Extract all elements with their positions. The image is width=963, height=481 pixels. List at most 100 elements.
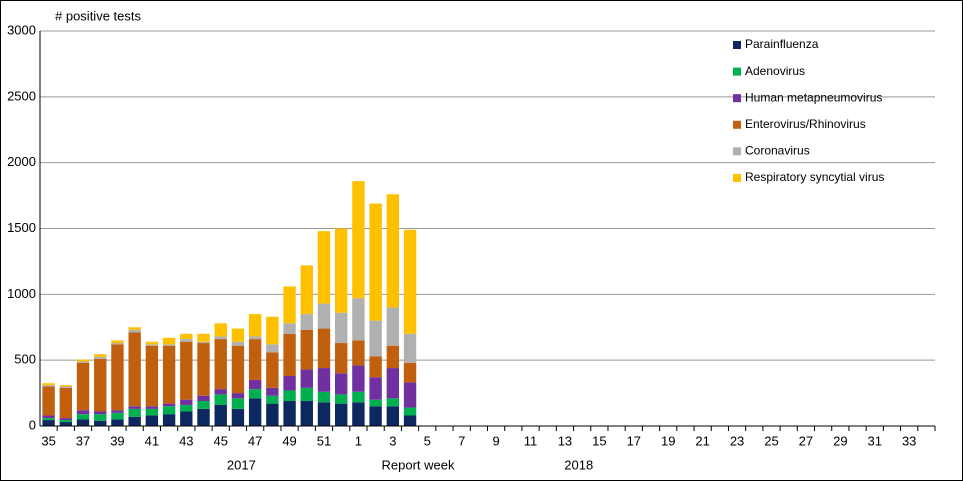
x-tick-label: 31 [868,433,882,448]
bar-segment [352,365,365,392]
bar-segment [214,339,227,390]
bar-segment [145,345,159,407]
bar-segment [317,391,331,403]
bar-segment [145,415,159,426]
bar-segment [42,420,55,426]
legend-swatch [733,147,741,156]
bar-segment [214,394,227,405]
year-label: 2017 [227,457,256,472]
y-axis-title: # positive tests [55,8,141,23]
x-tick-label: 19 [661,433,675,448]
bar-segment [352,298,365,341]
x-tick-label: 7 [458,433,465,448]
bar-segment [197,343,210,396]
bar-segment [386,398,400,407]
bar-segment [403,333,417,363]
bar-segment [94,414,107,421]
bar-segment [94,411,107,415]
bar-segment [76,419,90,426]
bar-segment [180,404,193,412]
x-tick-label: 3 [389,433,396,448]
bar-segment [94,358,107,412]
bar-segment [283,400,296,426]
x-tick-label: 5 [424,433,431,448]
x-tick-label: 17 [627,433,641,448]
y-tick-label: 0 [29,417,36,432]
x-tick-label: 43 [179,433,193,448]
x-tick-label: 15 [592,433,606,448]
bar-segment [94,420,107,426]
legend-swatch [733,94,741,103]
legend-label: Respiratory syncytial virus [745,170,884,184]
bar-segment [369,356,382,378]
bar-segment [369,377,382,400]
bar-segment [197,341,210,344]
bar-segment [283,333,296,376]
bar-segment [59,386,73,388]
bar-segment [180,339,193,342]
bar-segment [162,345,176,404]
bar-segment [128,416,141,426]
bar-segment [94,356,107,359]
y-tick-label: 2500 [7,88,36,103]
bar-segment [386,194,400,308]
bar-segment [403,229,417,334]
x-tick-label: 27 [799,433,813,448]
bar-segment [283,286,296,324]
bar-segment [266,387,279,396]
bar-segment [162,414,176,426]
bar-segment [162,337,176,345]
bar-segment [145,408,159,416]
bar-segment [403,415,417,426]
bar-segment [300,369,313,388]
bar-segment [111,412,124,420]
legend: Parainfluenza Adenovirus Human metapneumov… [733,37,884,184]
bar-segment [403,362,417,383]
bar-segment [145,344,159,346]
legend-label: Coronavirus [745,144,810,158]
x-tick-label: 11 [524,433,538,448]
bar-segment [42,418,55,421]
bar-segment [162,403,176,407]
legend-swatch [733,120,741,129]
bar-segment [403,407,417,416]
legend-label: Enterovirus/Rhinovirus [745,117,866,131]
bar-segment [335,373,348,395]
bar-segment [111,344,124,411]
x-axis-title: Report week [382,457,455,472]
x-tick-label: 23 [730,433,744,448]
legend-swatch [733,67,741,76]
x-tick-label: 25 [764,433,778,448]
bar-segment [231,408,245,426]
bar-segment [42,385,55,387]
bar-segment [317,328,331,369]
bar-segment [111,343,124,345]
bar-segment [317,402,331,426]
bar-segment [335,312,348,344]
bar-segment [300,387,313,401]
bar-segment [352,402,365,426]
x-tick-label: 45 [213,433,227,448]
bar-segment [266,344,279,353]
bar-segment [42,415,55,419]
bar-segment [231,328,245,342]
bar-segment [214,404,227,426]
bar-segment [128,327,141,330]
bar-segment [128,332,141,407]
bar-segment [403,382,417,408]
bar-segment [162,344,176,346]
x-tick-label: 41 [145,433,159,448]
bar-segment [180,399,193,405]
bar-segment [111,419,124,426]
legend-swatch [733,41,741,49]
legend-label: Adenovirus [745,64,805,78]
bar-segment [386,345,400,369]
bar-segment [369,203,382,321]
bar-segment [76,414,90,420]
y-tick-label: 500 [14,352,36,367]
bar-segment [352,340,365,366]
bar-segment [300,400,313,426]
x-tick-label: 37 [76,433,90,448]
